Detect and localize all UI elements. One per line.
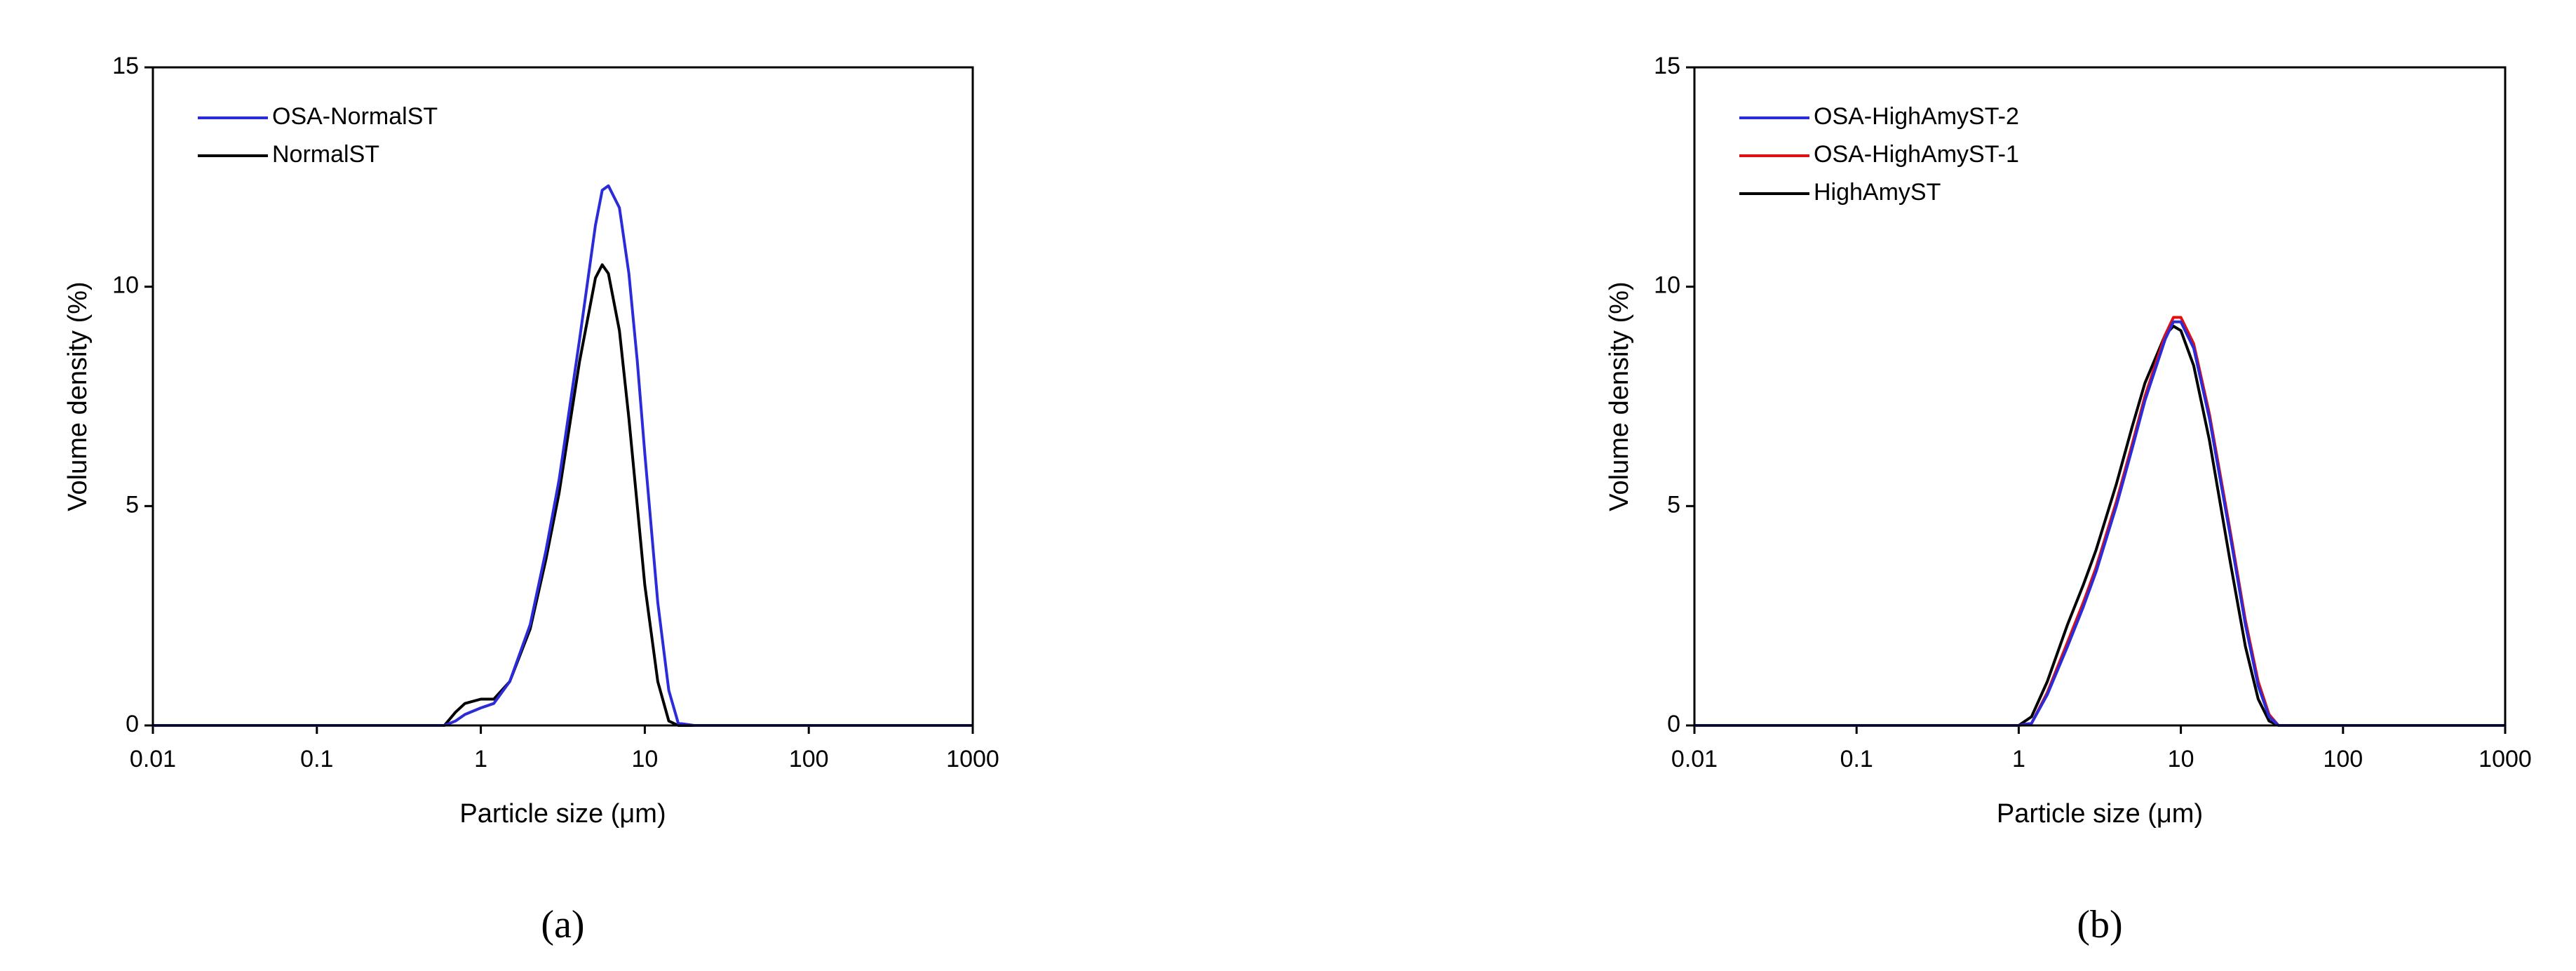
panel-label: (b) bbox=[2077, 903, 2122, 946]
axes-frame bbox=[1693, 66, 2507, 727]
y-tick-label: 5 bbox=[126, 491, 139, 518]
legend-label: OSA-HighAmyST-2 bbox=[1814, 103, 2019, 130]
chart-panel: 0 5 10 15 0.01 0.1 1 10 100 1000 Particle size (μm… bbox=[1605, 53, 2532, 946]
x-tick-label: 0.1 bbox=[300, 746, 333, 772]
x-tick-label: 0.1 bbox=[1840, 746, 1873, 772]
data-line bbox=[1694, 316, 2505, 727]
axes-frame bbox=[151, 66, 974, 727]
x-tick-label: 0.01 bbox=[1671, 746, 1718, 772]
x-tick-label: 1000 bbox=[2479, 746, 2532, 772]
data-line bbox=[153, 184, 973, 727]
data-line bbox=[1694, 320, 2505, 727]
data-line bbox=[1694, 324, 2505, 727]
y-axis-title: Volume density (%) bbox=[1605, 281, 1634, 511]
y-tick-label: 10 bbox=[1654, 272, 1680, 299]
legend-label: OSA-NormalST bbox=[272, 103, 438, 130]
y-tick-label: 15 bbox=[112, 53, 139, 79]
x-tick-label: 1 bbox=[474, 746, 487, 772]
legend-label: HighAmyST bbox=[1814, 179, 1941, 206]
x-axis-title: Particle size (μm) bbox=[459, 799, 666, 829]
y-tick-label: 10 bbox=[112, 272, 139, 299]
data-line bbox=[153, 263, 973, 727]
x-axis-title: Particle size (μm) bbox=[1997, 799, 2203, 829]
y-tick-label: 0 bbox=[126, 711, 139, 737]
x-tick-label: 100 bbox=[789, 746, 829, 772]
y-tick-label: 0 bbox=[1667, 711, 1680, 737]
x-tick-label: 0.01 bbox=[130, 746, 176, 772]
x-tick-label: 10 bbox=[2168, 746, 2194, 772]
legend-label: NormalST bbox=[272, 141, 379, 168]
y-tick-label: 5 bbox=[1667, 491, 1680, 518]
y-axis-title: Volume density (%) bbox=[63, 281, 93, 511]
x-tick-label: 1 bbox=[2012, 746, 2025, 772]
chart-panel: 0 5 10 15 0.01 0.1 1 10 100 1000 Particle size (μm… bbox=[63, 53, 999, 946]
x-tick-label: 1000 bbox=[946, 746, 999, 772]
x-tick-label: 10 bbox=[631, 746, 658, 772]
legend-label: OSA-HighAmyST-1 bbox=[1814, 141, 2019, 168]
panel-label: (a) bbox=[541, 903, 584, 946]
y-tick-label: 15 bbox=[1654, 53, 1680, 79]
x-tick-label: 100 bbox=[2323, 746, 2363, 772]
